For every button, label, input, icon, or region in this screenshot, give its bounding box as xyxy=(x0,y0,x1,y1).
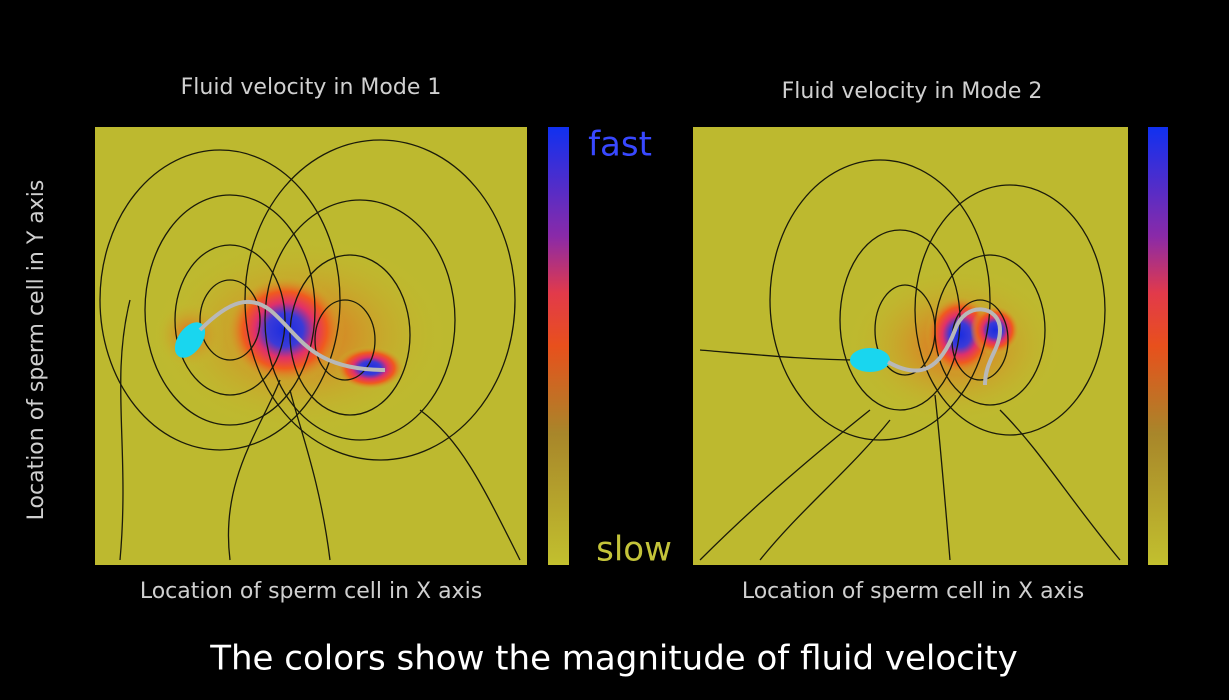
flow-plot xyxy=(95,127,527,565)
x-axis-label: Location of sperm cell in X axis xyxy=(742,579,1084,604)
colorbar xyxy=(548,127,569,565)
panel-title: Fluid velocity in Mode 2 xyxy=(782,79,1043,104)
colorbar-low-label: slow xyxy=(596,530,672,570)
x-axis-label: Location of sperm cell in X axis xyxy=(140,579,482,604)
flow-plot xyxy=(693,127,1128,565)
y-axis-label: Location of sperm cell in Y axis xyxy=(24,180,49,521)
colorbar-high-label: fast xyxy=(588,125,652,165)
frame: Fluid velocity in Mode 1 Fluid velocity … xyxy=(0,0,1229,696)
colorbar xyxy=(1148,127,1168,565)
panel-title: Fluid velocity in Mode 1 xyxy=(181,75,442,100)
caption: The colors show the magnitude of fluid v… xyxy=(209,639,1018,679)
